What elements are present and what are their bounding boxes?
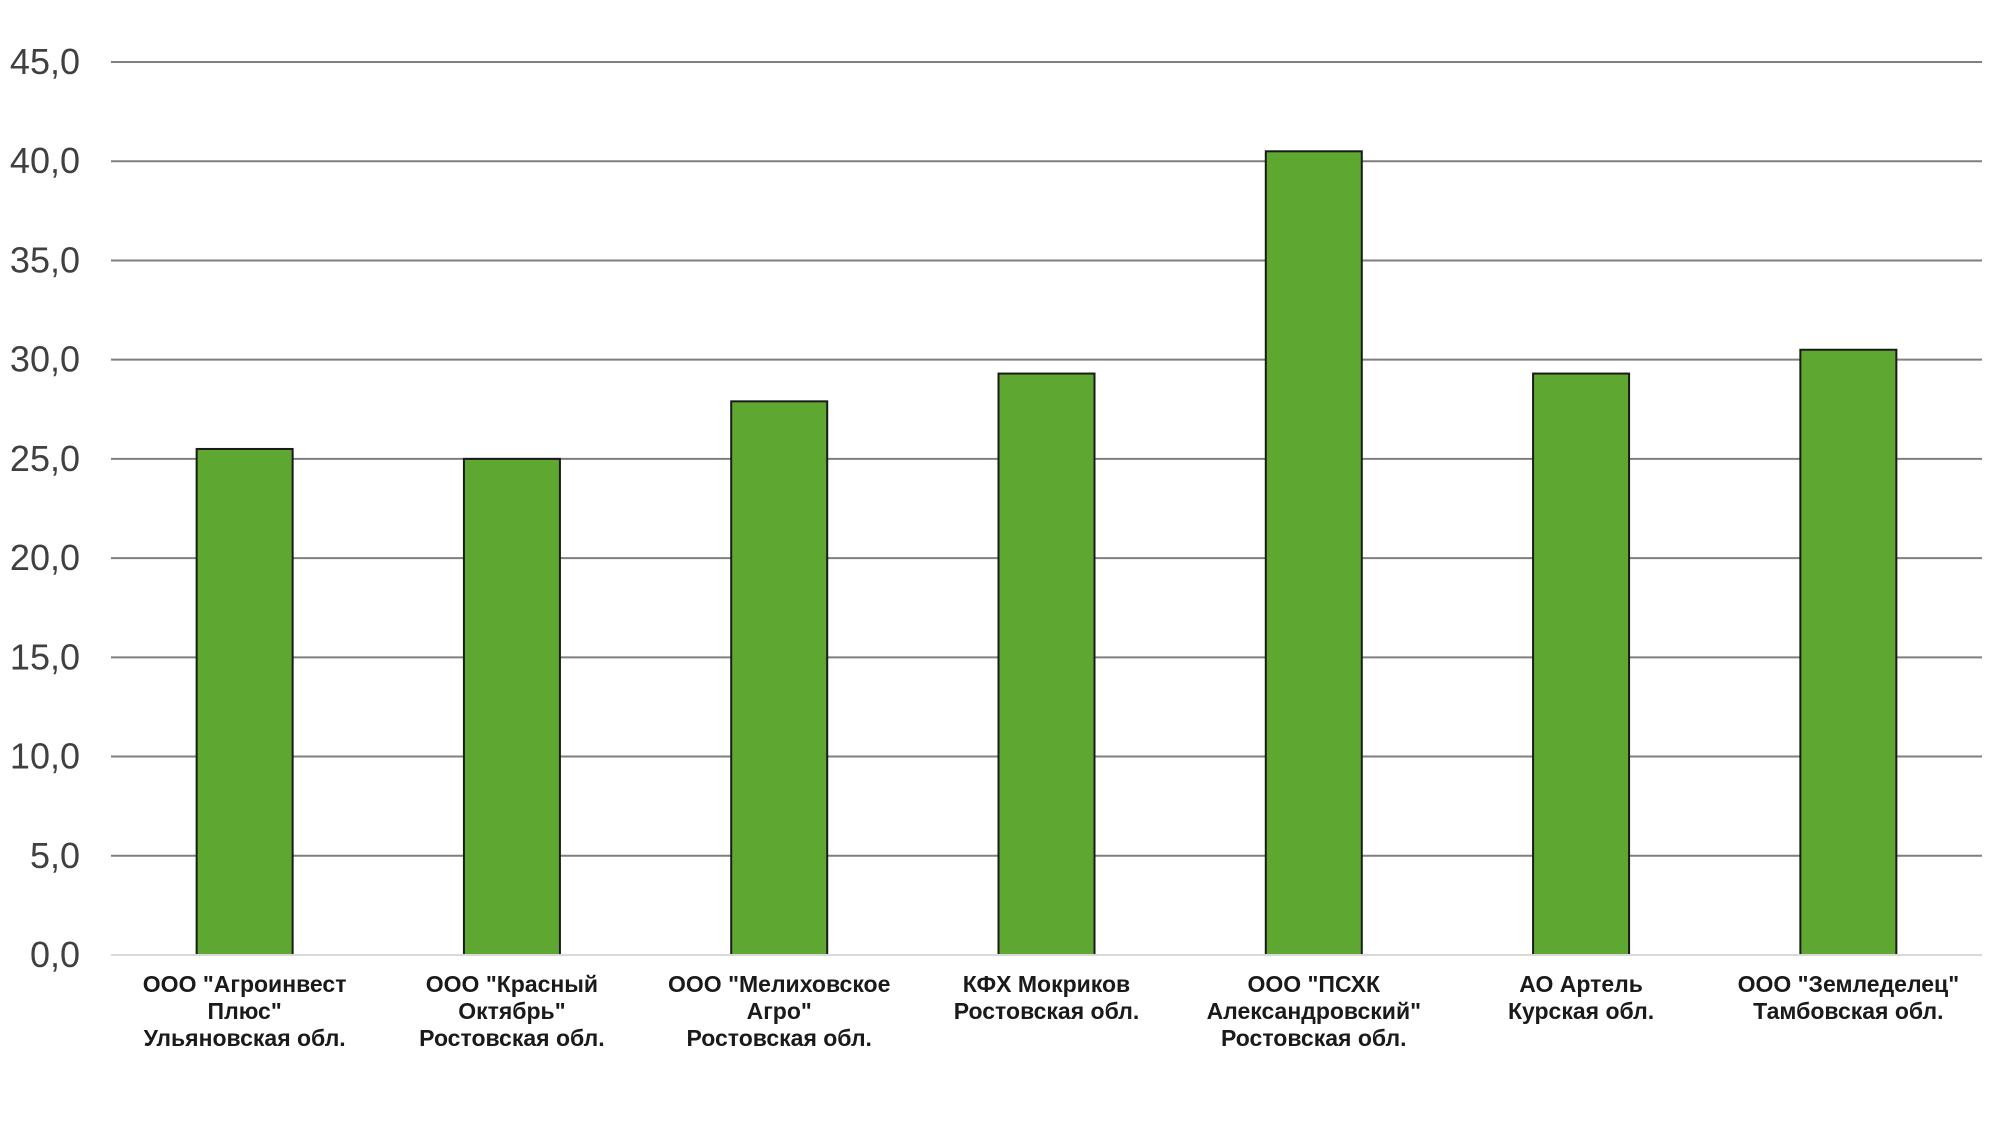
x-category-label: ООО "Земледелец" Тамбовская обл. bbox=[1738, 971, 1960, 1024]
y-tick-label: 15,0 bbox=[10, 636, 80, 677]
x-category-label: ООО "ПСХК Александровский" Ростовская обл. bbox=[1207, 971, 1421, 1051]
y-tick-label: 10,0 bbox=[10, 736, 80, 777]
bar bbox=[195, 447, 294, 956]
bar bbox=[1532, 372, 1631, 956]
bar bbox=[997, 372, 1096, 956]
y-tick-label: 20,0 bbox=[10, 537, 80, 578]
x-axis-labels: ООО "Агроинвест Плюс" Ульяновская обл. ООО … bbox=[143, 971, 1959, 1051]
y-tick-label: 45,0 bbox=[10, 41, 80, 82]
bars bbox=[195, 150, 1898, 957]
y-tick-label: 5,0 bbox=[30, 835, 80, 876]
y-tick-label: 25,0 bbox=[10, 438, 80, 479]
y-tick-label: 30,0 bbox=[10, 339, 80, 380]
y-tick-label: 40,0 bbox=[10, 140, 80, 181]
x-category-label: ООО "Красный Октябрь" Ростовская обл. bbox=[419, 971, 604, 1051]
x-category-label: ООО "Агроинвест Плюс" Ульяновская обл. bbox=[143, 971, 347, 1051]
y-tick-label: 0,0 bbox=[30, 934, 80, 975]
y-tick-label: 35,0 bbox=[10, 239, 80, 280]
x-category-label: АО Артель Курская обл. bbox=[1508, 971, 1654, 1024]
bar bbox=[462, 457, 561, 956]
x-category-label: КФХ Мокриков Ростовская обл. bbox=[954, 971, 1139, 1024]
y-axis-ticks: 0,0 5,0 10,0 15,0 20,0 25,0 30,0 35,0 40,0 45,0 bbox=[10, 41, 80, 975]
bar bbox=[730, 400, 829, 956]
bar bbox=[1264, 150, 1363, 957]
bar bbox=[1799, 348, 1898, 956]
x-category-label: ООО "Мелиховское Агро" Ростовская обл. bbox=[668, 971, 890, 1051]
